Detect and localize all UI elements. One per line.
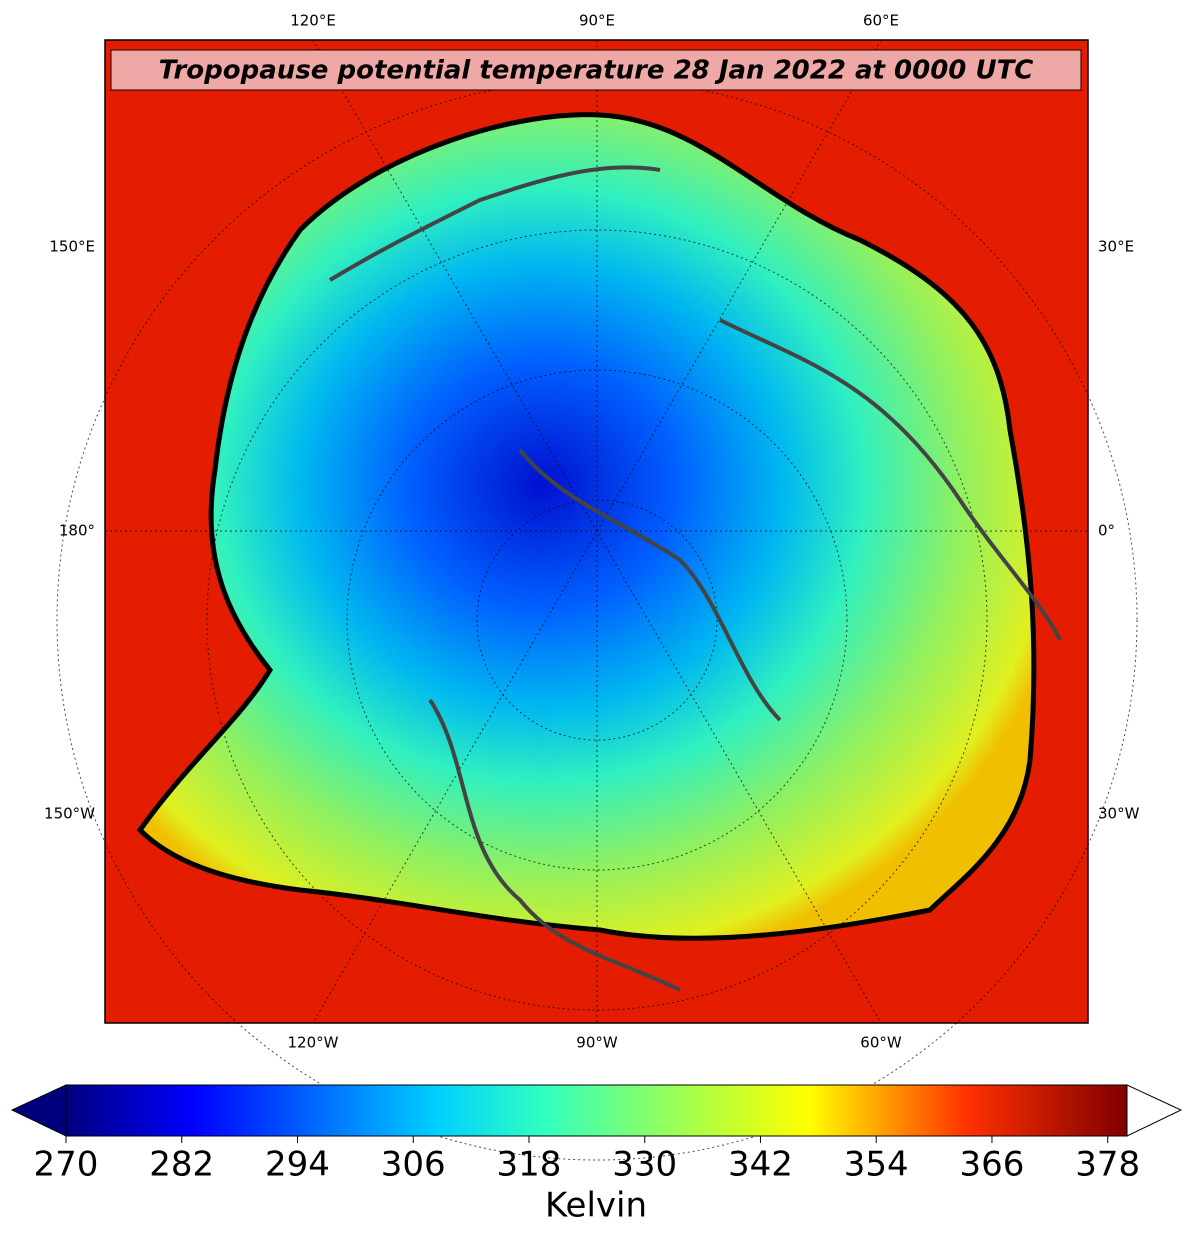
colorbar-label: Kelvin: [545, 1186, 647, 1226]
colorbar-tick-label: 342: [728, 1145, 793, 1185]
colorbar-tick-label: 294: [265, 1145, 330, 1185]
colorbar-tick-label: 306: [381, 1145, 446, 1185]
title: Tropopause potential temperature 28 Jan …: [159, 56, 1034, 86]
lon-label: 120°W: [288, 1034, 339, 1052]
colorbar-low-extension: [10, 1084, 67, 1137]
map-frame: [104, 39, 1089, 1024]
graticule: [56, 39, 1138, 1161]
colorbar-tick-label: 282: [149, 1145, 214, 1185]
lon-label: 90°W: [576, 1034, 618, 1052]
colorbar-tick-label: 270: [34, 1145, 99, 1185]
colorbar-bar: [65, 1084, 1128, 1137]
lon-label: 60°E: [863, 12, 899, 30]
lon-label: 30°E: [1098, 238, 1134, 256]
lon-label: 30°W: [1098, 805, 1140, 823]
map: Tropopause potential temperature 28 Jan …: [56, 39, 1138, 1161]
colorbar: Kelvin: [10, 1084, 1183, 1226]
lon-label: 120°E: [290, 12, 336, 30]
tropopause-field: [136, 112, 1037, 941]
lon-label: 180°: [59, 522, 95, 540]
colorbar-tick-label: 318: [497, 1145, 562, 1185]
lon-label: 60°W: [860, 1034, 902, 1052]
lon-label: 0°: [1098, 522, 1115, 540]
colorbar-tick-label: 354: [844, 1145, 909, 1185]
lon-label: 90°E: [579, 12, 615, 30]
colorbar-tick-label: 366: [960, 1145, 1025, 1185]
lon-label: 150°W: [44, 805, 95, 823]
colorbar-tick-label: 330: [612, 1145, 677, 1185]
colorbar-high-extension: [1126, 1084, 1183, 1137]
coastlines: [328, 165, 1062, 992]
lon-label: 150°E: [49, 238, 95, 256]
title-box: [110, 49, 1082, 91]
colorbar-tick-label: 378: [1075, 1145, 1140, 1185]
